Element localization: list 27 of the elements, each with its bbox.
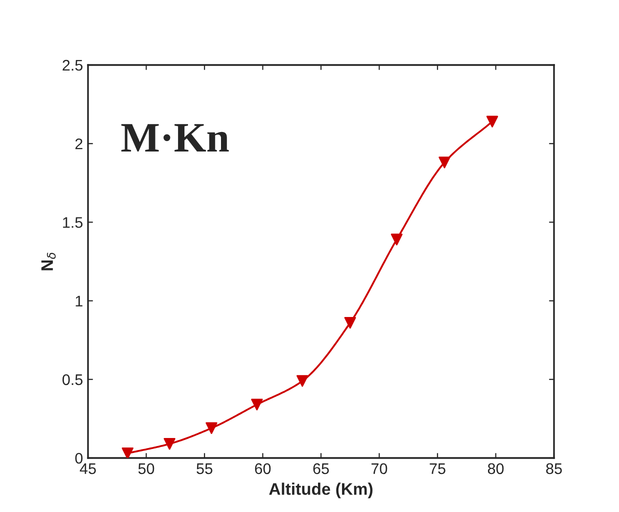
point xyxy=(486,116,498,128)
point xyxy=(296,375,308,387)
y-tick-label: 1 xyxy=(76,296,82,306)
point xyxy=(164,438,176,450)
point xyxy=(251,398,263,410)
point xyxy=(344,316,356,329)
y-tick-label: 2.5 xyxy=(62,60,82,71)
x-tick-label: 65 xyxy=(313,463,329,474)
y-axis-title: N$_{δ}$ xyxy=(41,252,56,270)
x-tick-label: 60 xyxy=(255,463,271,474)
x-tick-label: 45 xyxy=(80,463,96,474)
point xyxy=(438,156,450,168)
x-axis-title: Altitude (Km) xyxy=(269,482,372,498)
x-tick-label: 75 xyxy=(430,463,446,474)
point xyxy=(206,422,218,434)
annotation: M·Kn xyxy=(121,124,229,152)
x-tick-label: 85 xyxy=(546,463,562,474)
y-tick-label: 0.5 xyxy=(62,374,82,386)
y-tick-label: 0 xyxy=(75,452,83,464)
point xyxy=(122,447,134,458)
y-tick-label: 1.5 xyxy=(63,217,82,228)
x-tick-label: 80 xyxy=(488,463,504,474)
y-tick-label: 2 xyxy=(75,138,82,150)
x-tick-label: 50 xyxy=(138,463,154,474)
x-tick-label: 55 xyxy=(196,463,212,474)
x-tick-label: 70 xyxy=(372,463,388,474)
point xyxy=(390,234,403,246)
